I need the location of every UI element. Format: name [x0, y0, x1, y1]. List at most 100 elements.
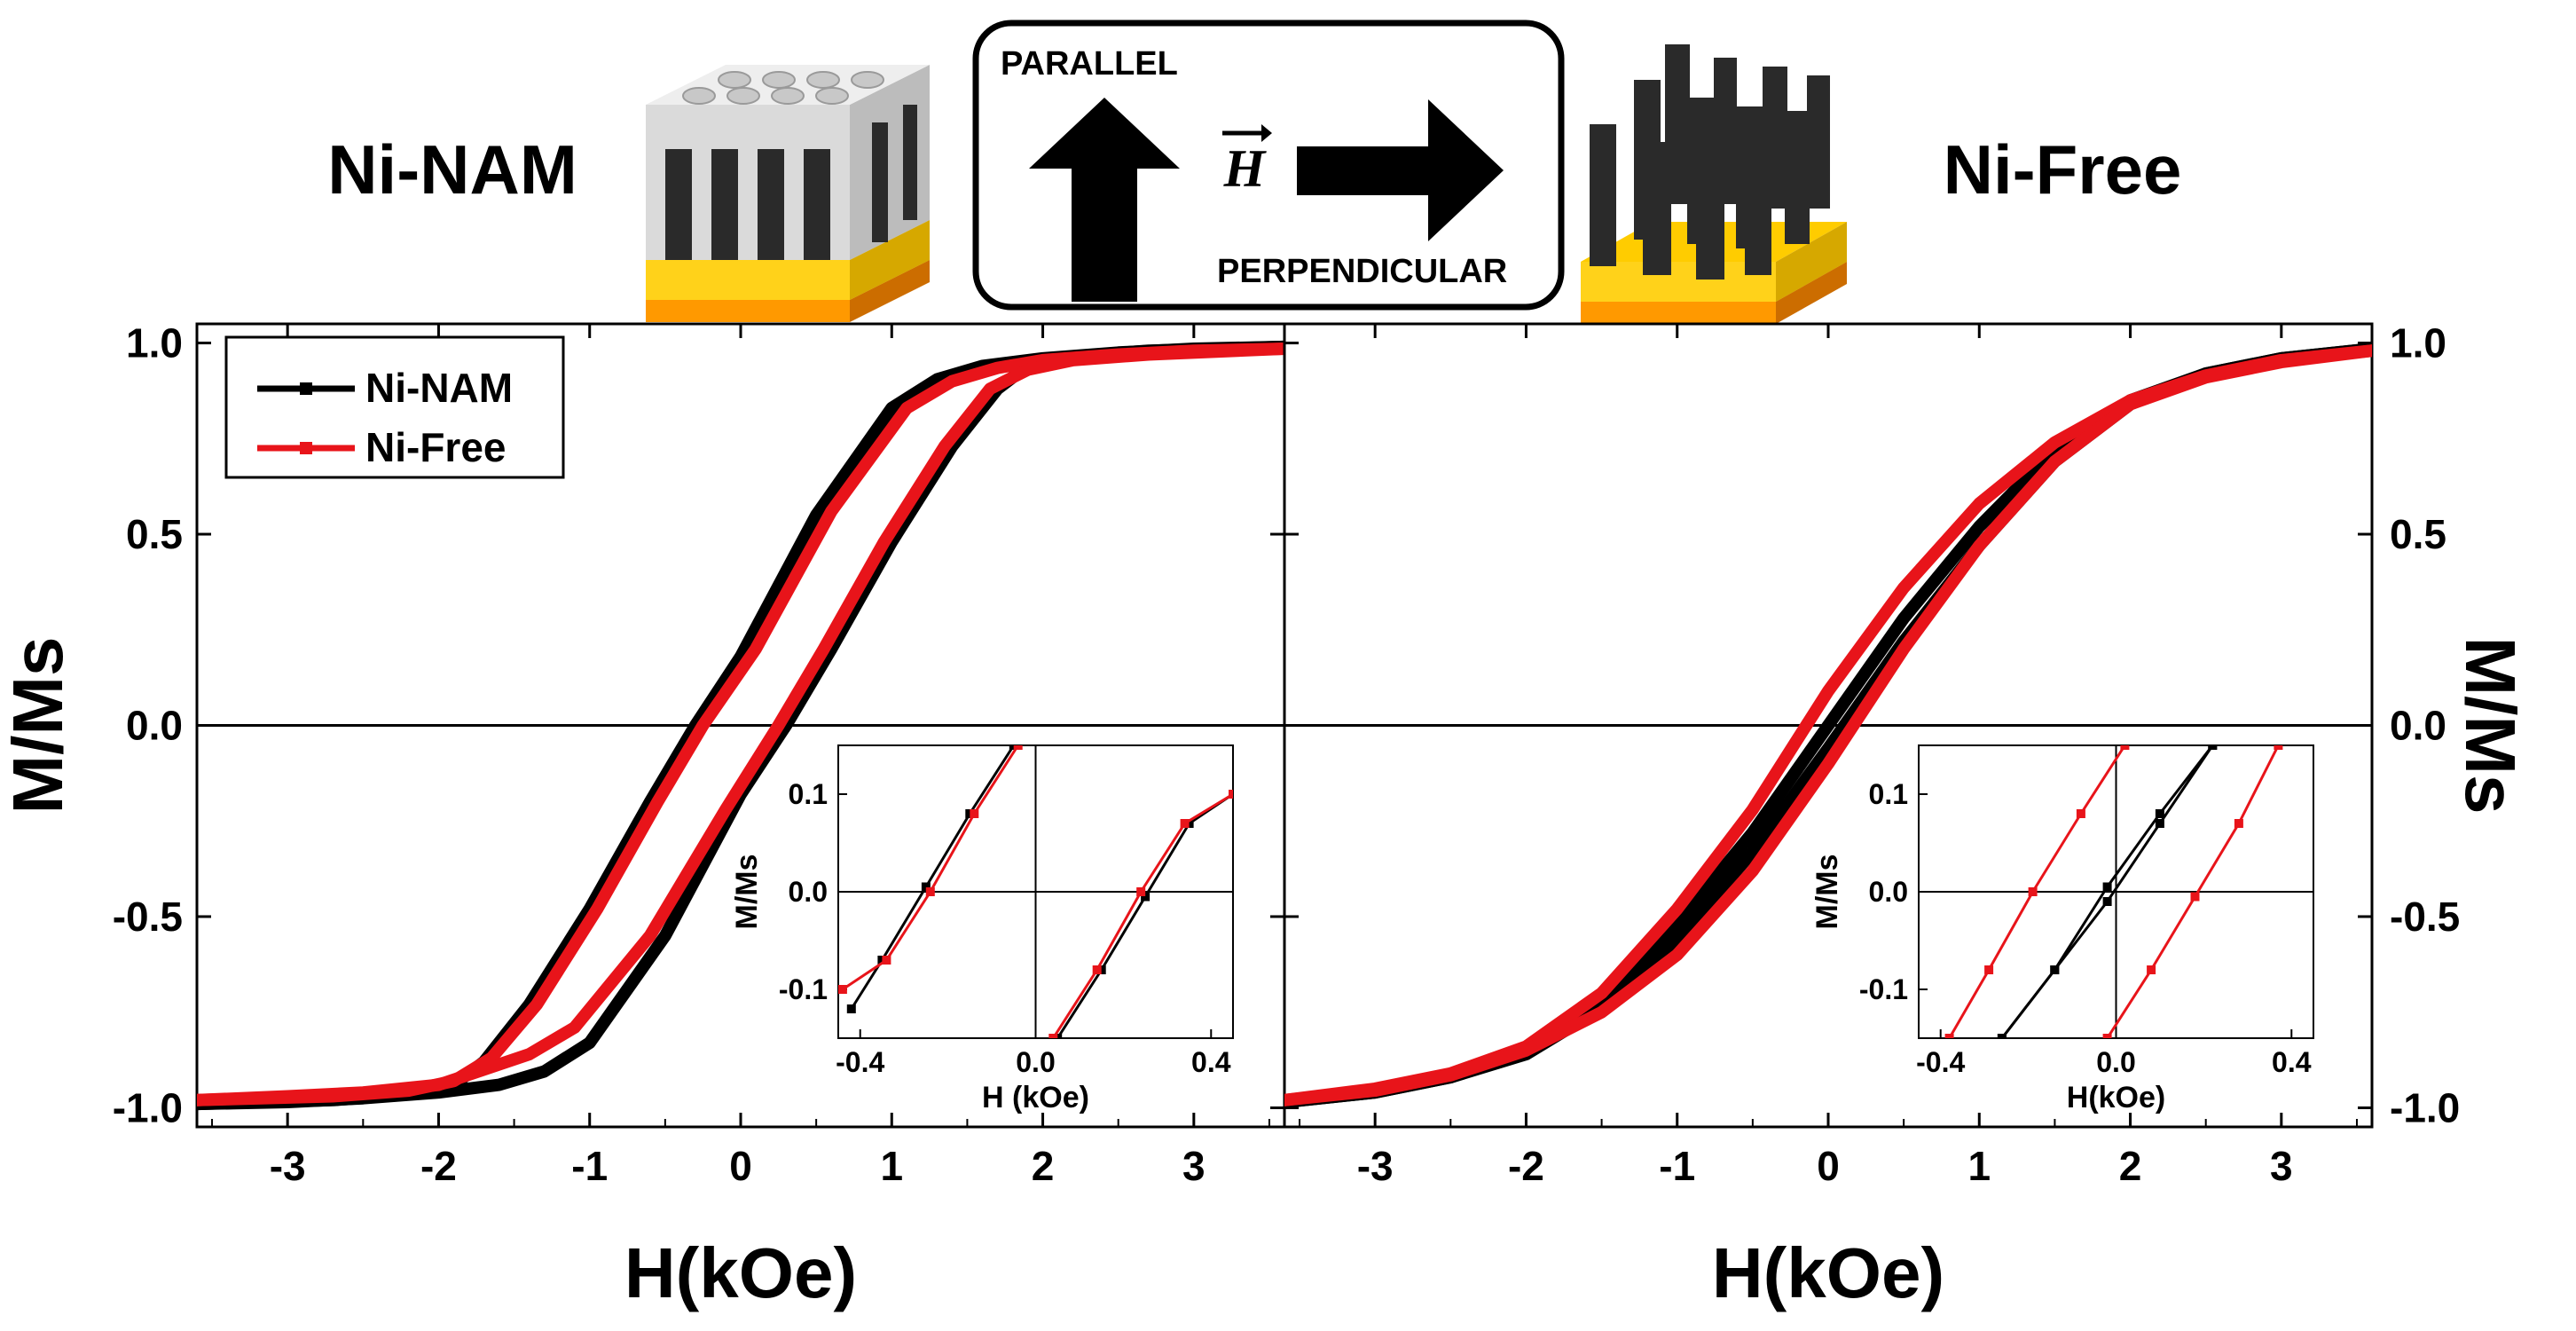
inset-x-tick-label: 0.0 [1016, 1046, 1055, 1078]
x-tick-label: 1 [1967, 1143, 1991, 1189]
inset-x-tick-label: -0.4 [1916, 1046, 1965, 1078]
field-direction-box: PARALLEL PERPENDICULAR H [972, 20, 1565, 311]
y-tick-label: 0.0 [2390, 703, 2446, 749]
inset-x-tick-label: 0.4 [1191, 1046, 1231, 1078]
inset-parallel: -0.4 0.0 0.4 -0.1 0.0 0.1 H (kOe) M/Ms [730, 744, 1234, 1114]
x-axis-title: H(kOe) [1712, 1233, 1944, 1312]
sample-label-left: Ni-NAM [327, 130, 577, 209]
field-symbol: H [1223, 139, 1268, 198]
perpendicular-arrow-icon [1297, 99, 1504, 241]
y-tick-label: 1.0 [2390, 320, 2446, 366]
inset-point-ni-free [1984, 965, 1994, 974]
vector-arrow-icon [1222, 124, 1272, 142]
series-ni-free-branch-2 [197, 343, 1284, 1107]
inset-point-ni-nam [1141, 892, 1151, 902]
y-tick-label: 0.5 [126, 511, 183, 557]
inset-point-ni-free [1013, 745, 1023, 750]
inset-point-ni-nam [921, 882, 931, 892]
inset-point-ni-free [2274, 745, 2283, 750]
inset-point-ni-nam [2102, 897, 2112, 906]
inset-point-ni-free [1944, 1034, 1954, 1038]
legend-label-ni-nam: Ni-NAM [365, 365, 513, 411]
x-tick-label: 0 [729, 1143, 752, 1189]
x-tick-label: 1 [880, 1143, 903, 1189]
inset-point-ni-free [2028, 887, 2038, 896]
legend-label-ni-free: Ni-Free [365, 424, 506, 470]
y-tick-label: -1.0 [2390, 1084, 2460, 1130]
y-tick-label: 0.5 [2390, 511, 2446, 557]
x-tick-label: 0 [1817, 1143, 1840, 1189]
inset-point-ni-free [1048, 1034, 1058, 1038]
panel-perpendicular: -0.4 0.0 0.4 -0.1 0.0 0.1 H(kOe) M/Ms -3 -2 -1 0 1 2… [1283, 320, 2530, 1312]
series-ni-free-branch-2 [1284, 344, 2372, 1107]
y-axis-title: M/Ms [0, 637, 77, 815]
inset-point-ni-free [2234, 819, 2243, 828]
y-tick-label: -0.5 [113, 894, 183, 940]
x-tick-label: -1 [571, 1143, 608, 1189]
parallel-label: PARALLEL [1001, 45, 1178, 83]
y-tick-label: -0.5 [2390, 894, 2460, 940]
inset-point-ni-nam [846, 1004, 856, 1013]
inset-perpendicular: -0.4 0.0 0.4 -0.1 0.0 0.1 H(kOe) M/Ms [1810, 744, 2314, 1114]
inset-y-tick-label: -0.1 [1859, 973, 1908, 1005]
inset-point-ni-nam [2102, 882, 2112, 892]
inset-point-ni-free [838, 985, 847, 994]
inset-point-ni-free [1229, 790, 1233, 799]
series-layer [197, 340, 1284, 1111]
inset-point-ni-free [1180, 819, 1190, 828]
inset-point-ni-free [2120, 745, 2130, 750]
ni-free-nanowires-illustration [1581, 44, 1847, 324]
y-tick-label: 1.0 [126, 320, 183, 366]
parallel-arrow-icon [1029, 98, 1180, 302]
inset-y-axis-title: M/Ms [1810, 855, 1844, 930]
inset-y-axis-title: M/Ms [730, 855, 764, 930]
inset-point-ni-free [1136, 887, 1146, 896]
inset-x-tick-label: 0.0 [2096, 1046, 2135, 1078]
inset-point-ni-nam [2155, 809, 2164, 818]
y-axis-title: M/Ms [2451, 637, 2530, 815]
legend: Ni-NAM Ni-Free [224, 335, 565, 479]
inset-point-ni-nam [2208, 745, 2218, 750]
inset-x-tick-label: 0.4 [2272, 1046, 2312, 1078]
sample-label-right: Ni-Free [1944, 130, 2182, 209]
ni-nam-membrane-illustration [646, 65, 930, 322]
inset-point-ni-free [970, 809, 979, 818]
inset-y-tick-label: -0.1 [779, 973, 828, 1005]
x-tick-label: 3 [1182, 1143, 1206, 1189]
perpendicular-label: PERPENDICULAR [1217, 253, 1507, 290]
panel-parallel: -0.4 0.0 0.4 -0.1 0.0 0.1 H (kOe) M/Ms -3 -2 -1 0 1… [0, 320, 1286, 1312]
x-axis-title: H(kOe) [624, 1233, 857, 1312]
x-tick-label: -1 [1659, 1143, 1695, 1189]
inset-y-tick-label: 0.0 [1869, 876, 1908, 908]
inset-point-ni-nam [2050, 965, 2060, 974]
inset-series-layer [838, 745, 1233, 1038]
inset-point-ni-free [2147, 965, 2156, 974]
x-tick-label: -2 [420, 1143, 457, 1189]
y-tick-label: -1.0 [113, 1084, 183, 1130]
legend-marker-ni-nam [300, 382, 312, 395]
inset-point-ni-nam [1997, 1034, 2007, 1038]
inset-point-ni-free [925, 887, 935, 896]
inset-point-ni-free [2190, 892, 2200, 902]
legend-item-ni-nam: Ni-NAM [257, 365, 513, 411]
inset-point-ni-free [2102, 1034, 2112, 1038]
inset-point-ni-free [1092, 965, 1102, 974]
x-tick-label: 2 [2119, 1143, 2142, 1189]
inset-series-layer [1944, 745, 2283, 1038]
legend-marker-ni-free [300, 442, 312, 454]
inset-x-axis-title: H (kOe) [982, 1081, 1089, 1114]
x-tick-label: -2 [1508, 1143, 1544, 1189]
x-tick-label: -3 [1357, 1143, 1394, 1189]
inset-y-tick-label: 0.1 [789, 778, 828, 810]
legend-item-ni-free: Ni-Free [257, 424, 506, 470]
inset-y-tick-label: 0.1 [1869, 778, 1908, 810]
inset-x-tick-label: -0.4 [836, 1046, 884, 1078]
inset-x-axis-title: H(kOe) [2067, 1081, 2165, 1114]
series-layer [1284, 343, 2372, 1108]
x-tick-label: 2 [1032, 1143, 1055, 1189]
x-tick-label: 3 [2270, 1143, 2293, 1189]
figure-header: Ni-NAM Ni-Free [327, 20, 2182, 324]
inset-point-ni-free [2076, 809, 2085, 818]
y-tick-label: 0.0 [126, 703, 183, 749]
